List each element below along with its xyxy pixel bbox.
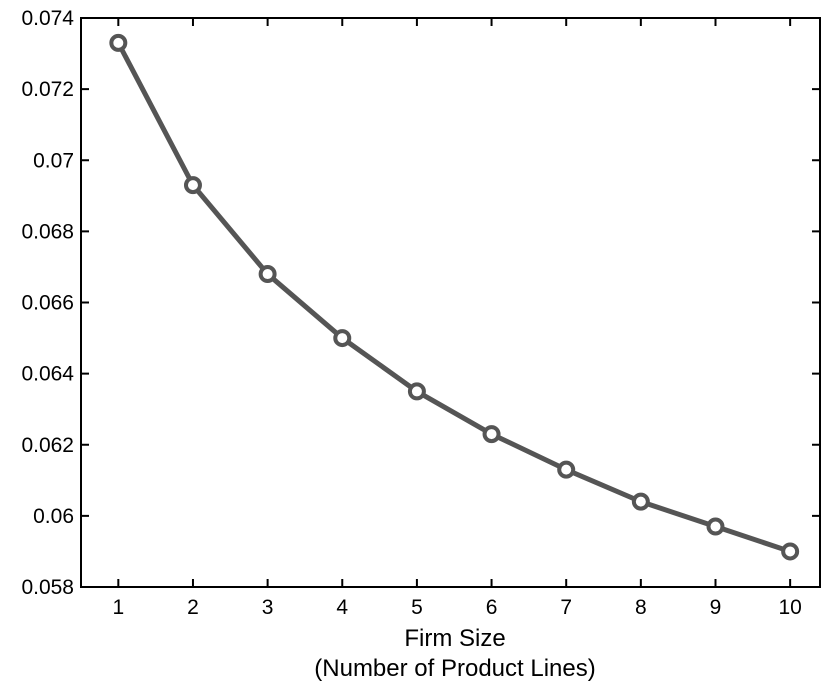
y-tick-label: 0.06	[33, 505, 74, 528]
series-line	[115, 40, 793, 554]
plot-area-border	[80, 17, 821, 588]
x-tick-label: 1	[112, 596, 124, 619]
y-tick-label: 0.062	[21, 434, 74, 457]
x-tick-label: 5	[411, 596, 423, 619]
plot-frame	[80, 17, 821, 588]
data-point	[183, 176, 202, 195]
data-point	[109, 33, 128, 52]
data-point	[333, 329, 352, 348]
x-tick-label: 9	[710, 596, 722, 619]
series-markers	[109, 33, 800, 561]
y-tick-label: 0.058	[21, 576, 74, 599]
data-point	[258, 265, 277, 284]
y-tick-label: 0.07	[33, 149, 74, 172]
data-point	[407, 382, 426, 401]
y-tick-label: 0.074	[21, 7, 74, 30]
x-tick-label: 4	[336, 596, 348, 619]
x-tick-label: 6	[486, 596, 498, 619]
data-point	[557, 460, 576, 479]
y-tick-label: 0.066	[21, 292, 74, 315]
y-axis: 0.058 0.06 0.062 0.064 0.066 0.068 0.07 0.072 0.…	[21, 7, 820, 599]
y-tick-label: 0.068	[21, 220, 74, 243]
x-tick-label: 10	[778, 596, 801, 619]
x-tick-label: 7	[560, 596, 572, 619]
data-point	[781, 542, 800, 561]
x-axis-title-line-1: Firm Size	[404, 625, 505, 652]
x-axis-title-line-2: (Number of Product Lines)	[314, 655, 595, 682]
y-tick-label: 0.064	[21, 363, 74, 386]
y-tick-label: 0.072	[21, 78, 74, 101]
data-point	[482, 425, 501, 444]
data-point	[631, 492, 650, 511]
data-point	[706, 517, 725, 536]
x-axis: 1 2 3 4 5 6 7 8 9 10	[112, 18, 802, 619]
x-tick-label: 8	[635, 596, 647, 619]
x-tick-label: 3	[262, 596, 274, 619]
data-line	[115, 40, 793, 554]
x-tick-label: 2	[187, 596, 199, 619]
